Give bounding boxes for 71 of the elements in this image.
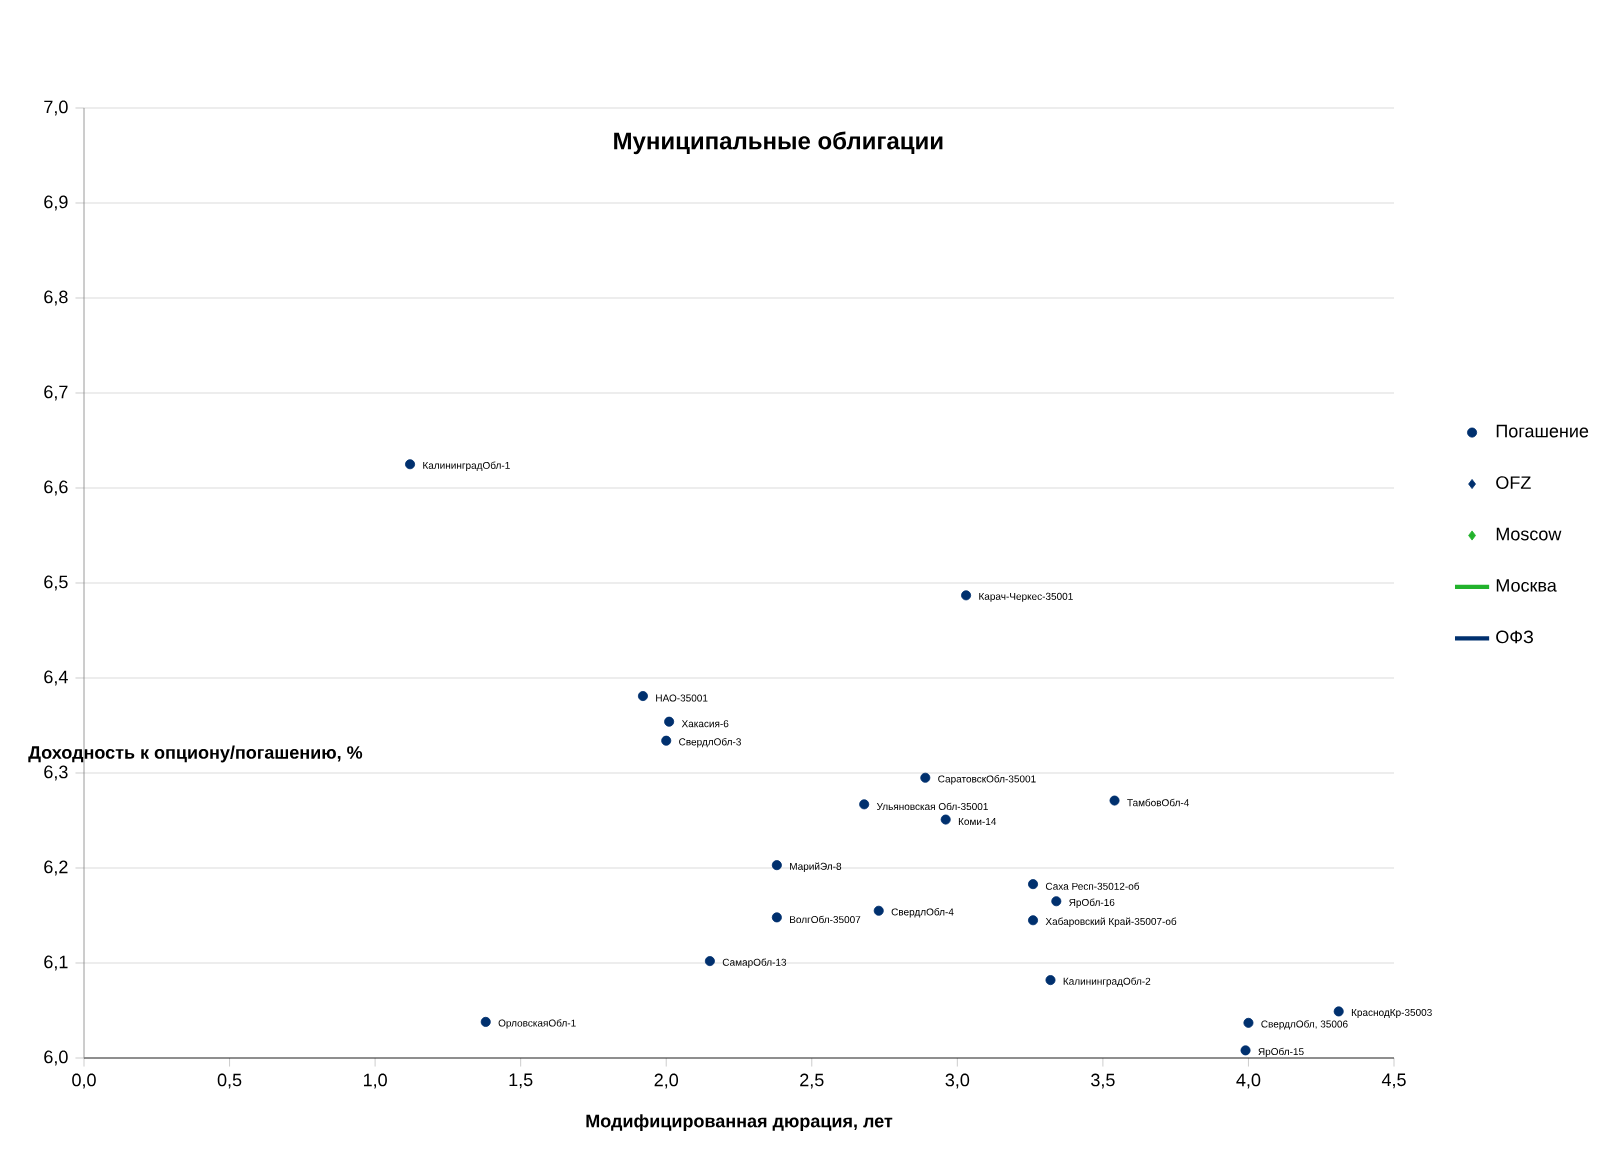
- x-tick-label: 2,0: [654, 1073, 679, 1089]
- x-tick-label: 3,5: [1091, 1073, 1115, 1089]
- legend-label: OFZ: [1496, 476, 1531, 489]
- annotation: КалининградОбл-1: [423, 461, 510, 471]
- x-tick-label: 4,0: [1236, 1073, 1261, 1089]
- x-tick-label: 3,0: [945, 1073, 970, 1089]
- point: [480, 1016, 491, 1027]
- annotation: Коми-14: [958, 818, 997, 826]
- point: [1243, 1017, 1254, 1028]
- y-tick-label: 7,0: [44, 100, 68, 116]
- y-tick-label: 6,0: [44, 1050, 68, 1066]
- annotation: КалининградОбл-2: [1063, 977, 1151, 987]
- y-tick-label: 6,9: [44, 195, 68, 211]
- annotation: ЯрОбл-15: [1258, 1047, 1304, 1058]
- x-tick-label: 1,0: [363, 1073, 387, 1089]
- annotation: НАО-35001: [656, 694, 708, 702]
- point: [859, 799, 870, 810]
- x-axis-title: Модифицированная дюрация, лет: [586, 1114, 893, 1131]
- annotation: СвердлОбл, 35006: [1261, 1020, 1348, 1030]
- point: [1240, 1045, 1251, 1056]
- text: Муниципальные облигации: [614, 131, 943, 155]
- legend-label: ОФЗ: [1496, 630, 1533, 644]
- y-axis-title: Доходность к опциону/погашению, %: [28, 745, 363, 763]
- point: [940, 814, 951, 825]
- point: [664, 716, 675, 727]
- annotation: КраснодКр-35003: [1351, 1008, 1432, 1018]
- legend-label: Москва: [1496, 579, 1557, 592]
- y-tick-label: 6,2: [44, 860, 68, 876]
- annotation: СамарОбл-13: [722, 958, 787, 968]
- y-tick-label: 6,7: [44, 385, 68, 401]
- x-tick-label: 1,5: [509, 1073, 533, 1089]
- y-tick-label: 6,1: [44, 955, 68, 971]
- point: [961, 590, 972, 601]
- annotation: СаратовскОбл-35001: [938, 775, 1036, 785]
- annotation: Ульяновская Обл-35001: [876, 802, 988, 811]
- point: [771, 860, 782, 871]
- point: [873, 905, 884, 916]
- point: [704, 956, 715, 967]
- y-tick-label: 6,8: [44, 290, 68, 306]
- point: [637, 691, 648, 702]
- point: [1028, 879, 1039, 890]
- point: [405, 459, 416, 470]
- annotation: ТамбовОбл-4: [1127, 798, 1190, 807]
- x-tick-label: 4,5: [1381, 1073, 1406, 1089]
- y-tick-label: 6,5: [44, 575, 68, 591]
- annotation: Хакасия-6: [681, 720, 729, 728]
- point: [1045, 975, 1056, 986]
- point: [1051, 896, 1062, 907]
- x-tick-label: 2,5: [800, 1073, 824, 1089]
- annotation: ЯрОбл-16: [1069, 898, 1115, 908]
- annotation: Саха Респ-35012-об: [1045, 882, 1140, 890]
- point: [771, 912, 782, 923]
- x-tick-label: 0,0: [72, 1073, 96, 1089]
- legend-label: Погашение: [1496, 424, 1589, 438]
- annotation: ОрловскаяОбл-1: [498, 1019, 576, 1029]
- point: [920, 772, 931, 783]
- x-tick-label: 0,5: [217, 1073, 242, 1089]
- legend-label: Moscow: [1496, 527, 1562, 541]
- y-tick-label: 6,4: [44, 670, 68, 686]
- y-tick-label: 6,6: [44, 480, 68, 496]
- annotation: Хабаровский Край-35007-об: [1045, 917, 1177, 927]
- point: [1028, 915, 1039, 926]
- point: [1109, 795, 1120, 806]
- annotation: ВолгОбл-35007: [790, 915, 861, 924]
- annotation: Карач-Черкес-35001: [979, 592, 1073, 602]
- point: [1333, 1006, 1344, 1017]
- annotation: СвердлОбл-4: [891, 908, 954, 918]
- point: [661, 735, 672, 746]
- y-tick-label: 6,3: [44, 765, 68, 781]
- annotation: МарийЭл-8: [790, 862, 842, 872]
- annotation: СвердлОбл-3: [679, 737, 741, 748]
